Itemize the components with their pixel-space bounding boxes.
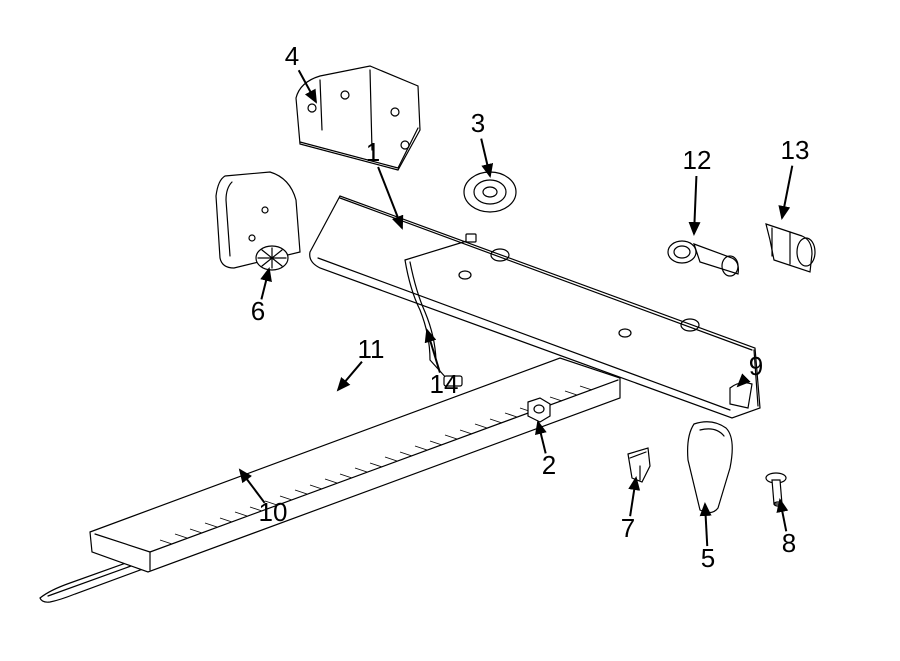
part-step-pad (90, 358, 620, 572)
callout-label-13: 13 (781, 135, 810, 165)
part-extension (730, 383, 752, 408)
callout-label-10: 10 (259, 497, 288, 527)
callout-arrow-8 (780, 500, 786, 531)
callout-arrow-12 (694, 176, 696, 234)
callout-label-2: 2 (542, 450, 556, 480)
part-grommet (256, 246, 288, 270)
callout-arrow-11 (338, 362, 362, 390)
exploded-diagram: 1234567891011121314 (0, 0, 900, 661)
callout-arrow-14 (427, 330, 440, 373)
part-rivet (766, 473, 786, 506)
callout-label-11: 11 (358, 334, 385, 364)
part-end-cap-right (688, 422, 733, 513)
callout-label-12: 12 (683, 145, 712, 175)
part-sensor-retainer (766, 224, 815, 272)
callout-arrow-6 (261, 269, 269, 299)
callout-arrow-3 (481, 139, 490, 176)
callout-arrow-13 (782, 166, 792, 218)
callout-arrow-7 (630, 478, 636, 516)
callout-label-8: 8 (782, 528, 796, 558)
part-clip (628, 448, 650, 482)
callout-label-14: 14 (430, 369, 459, 399)
callout-label-9: 9 (749, 351, 763, 381)
callout-label-4: 4 (285, 41, 299, 71)
part-sensor (668, 241, 738, 276)
callout-label-6: 6 (251, 296, 265, 326)
callout-label-5: 5 (701, 543, 715, 573)
callout-label-1: 1 (366, 137, 380, 167)
callout-label-3: 3 (471, 108, 485, 138)
part-reflector (464, 172, 516, 212)
part-bracket (296, 66, 420, 170)
callout-label-7: 7 (621, 513, 635, 543)
